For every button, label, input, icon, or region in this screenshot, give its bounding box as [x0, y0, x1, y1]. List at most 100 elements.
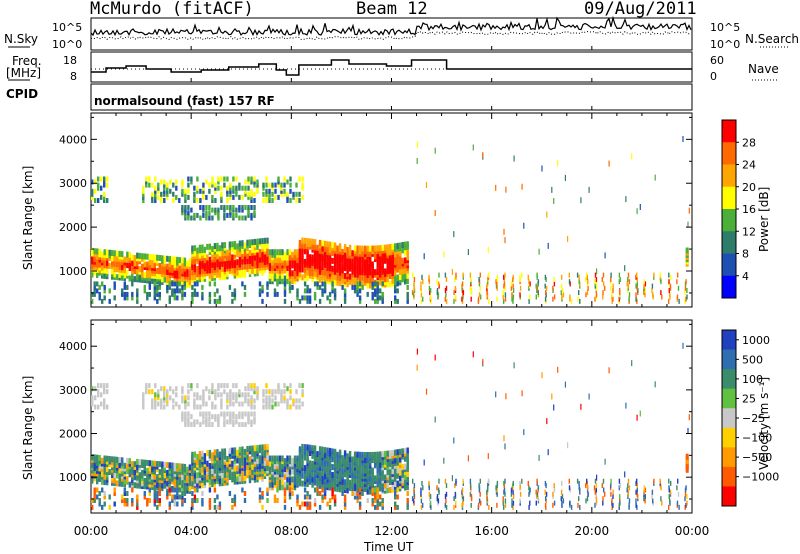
power-cell	[103, 272, 106, 279]
power-cell	[93, 281, 96, 287]
velocity-cell	[271, 392, 274, 398]
power-cell	[381, 266, 384, 272]
power-cell	[502, 294, 504, 300]
velocity-cell	[504, 502, 507, 508]
velocity-cell	[318, 480, 322, 487]
velocity-cell	[686, 494, 688, 499]
velocity-cell	[379, 451, 382, 458]
power-cell	[160, 198, 163, 203]
power-cell	[208, 243, 212, 250]
velocity-cell	[496, 480, 499, 486]
velocity-cell	[277, 389, 280, 395]
power-cell	[510, 281, 513, 287]
velocity-cell	[610, 491, 612, 497]
power-cell	[436, 279, 438, 285]
velocity-cell	[176, 494, 179, 500]
velocity-cell	[406, 501, 409, 507]
power-cell	[238, 194, 241, 200]
velocity-cell	[343, 494, 347, 500]
velocity-cell	[413, 487, 415, 493]
power-cell	[108, 249, 111, 256]
velocity-cell	[97, 392, 100, 398]
power-cell	[361, 284, 364, 290]
power-cell	[619, 288, 621, 293]
power-cell	[428, 274, 430, 280]
power-cell	[205, 212, 208, 218]
power-cell	[295, 182, 298, 188]
power-cell	[191, 298, 194, 304]
power-cell	[271, 185, 274, 191]
velocity-cell	[619, 494, 621, 499]
power-cell	[437, 281, 440, 287]
power-cell	[406, 298, 409, 304]
power-cell	[323, 267, 327, 274]
power-cell	[256, 185, 259, 191]
velocity-cell	[536, 491, 539, 497]
velocity-cell	[221, 456, 224, 463]
velocity-cell	[142, 398, 145, 404]
velocity-cell	[587, 491, 589, 497]
velocity-cell	[266, 491, 269, 496]
power-cell	[108, 262, 111, 269]
velocity-cell	[453, 437, 455, 444]
power-cell	[183, 284, 187, 290]
velocity-cell	[358, 504, 362, 510]
velocity-cell	[376, 494, 379, 500]
velocity-cell	[265, 395, 268, 401]
power-cell	[166, 185, 169, 191]
power-cell	[193, 194, 196, 200]
velocity-cell	[371, 491, 374, 496]
power-cell	[343, 295, 347, 301]
velocity-cell	[188, 485, 192, 492]
power-cell	[685, 296, 687, 302]
power-cell	[686, 288, 688, 293]
power-cell	[178, 257, 181, 264]
velocity-cell	[136, 504, 139, 510]
power-cell	[604, 252, 606, 259]
power-cell	[97, 198, 100, 203]
power-cell	[602, 290, 604, 296]
velocity-cell	[205, 422, 208, 427]
power-cell	[208, 272, 212, 279]
velocity-cell	[401, 448, 404, 455]
power-cell	[238, 207, 241, 213]
power-cell	[238, 240, 242, 247]
velocity-cell	[231, 447, 234, 454]
power-cell	[537, 279, 540, 285]
velocity-cell	[296, 494, 299, 500]
velocity-cell	[208, 411, 211, 417]
power-cell	[173, 288, 176, 294]
velocity-cell	[193, 401, 196, 407]
power-cell	[103, 267, 106, 274]
power-cell	[191, 295, 194, 301]
power-cell	[444, 296, 446, 302]
power-cell	[331, 281, 334, 287]
velocity-cell	[635, 489, 637, 495]
velocity-cell	[178, 404, 181, 410]
velocity-cell	[376, 491, 379, 496]
velocity-cell	[519, 498, 521, 504]
power-cell	[148, 281, 151, 287]
velocity-cell	[283, 498, 287, 503]
power-cell	[303, 258, 307, 265]
power-cell	[156, 288, 159, 294]
power-cell	[220, 185, 223, 191]
power-cell	[283, 281, 287, 287]
power-cell	[291, 251, 294, 258]
velocity-cell	[356, 487, 359, 493]
velocity-cell	[308, 504, 312, 510]
velocity-cell	[166, 491, 169, 496]
velocity-cell	[128, 481, 131, 488]
velocity-cell	[391, 450, 394, 456]
power-cell	[217, 176, 220, 182]
power-cell	[183, 257, 187, 264]
power-cell	[562, 292, 565, 298]
power-cell	[228, 284, 232, 290]
velocity-cell	[199, 411, 202, 417]
velocity-cell	[241, 487, 244, 493]
power-cell	[321, 288, 324, 294]
power-cell	[261, 243, 264, 250]
velocity-cell	[138, 472, 141, 479]
power-cell	[181, 207, 184, 213]
velocity-cell	[247, 398, 250, 404]
